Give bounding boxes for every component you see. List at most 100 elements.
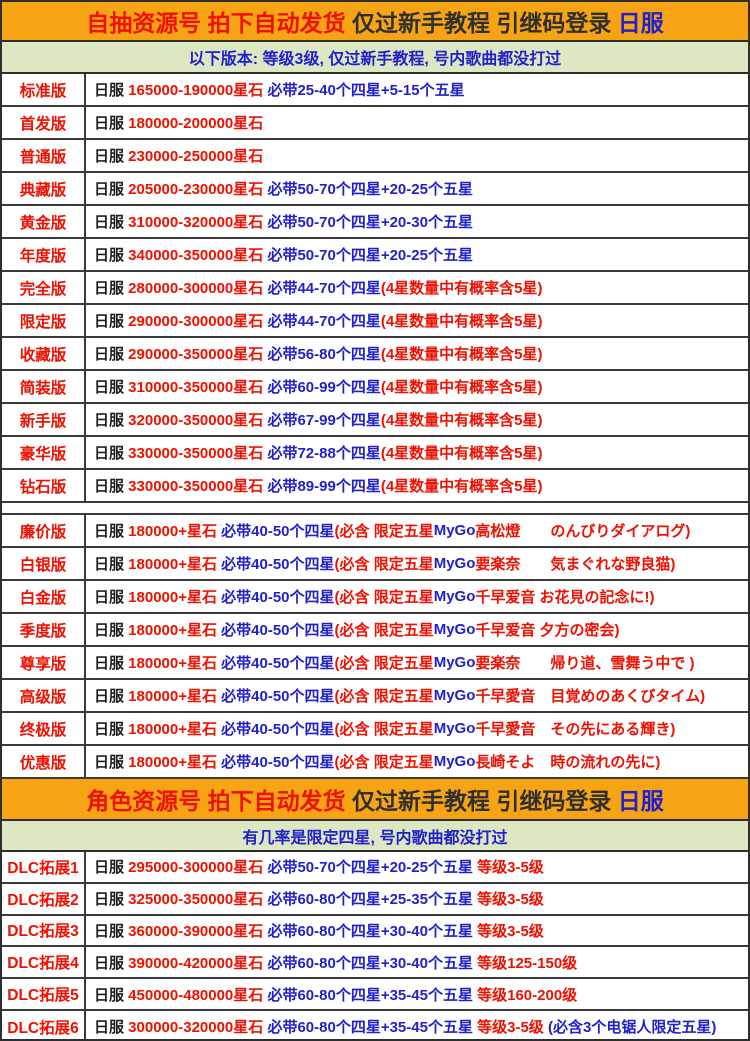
section-1-rows: 标准版 日服 165000-190000星石 必带25-40个四星+5-15个五星… bbox=[2, 74, 748, 779]
text-segment: 230000-250000星石 bbox=[128, 148, 264, 165]
text-segment: 日服 bbox=[94, 148, 129, 165]
text-segment: 必带44-70个四星 bbox=[267, 280, 381, 297]
text-segment: 日服 bbox=[94, 181, 129, 198]
text-segment: (4星数量中有概率含5星) bbox=[380, 280, 543, 297]
row-description: 日服 295000-300000星石 必带50-70个四星+20-25个五星 等… bbox=[86, 852, 748, 882]
text-segment: 必带89-99个四星 bbox=[267, 478, 381, 495]
row-description: 日服 325000-350000星石 必带60-80个四星+25-35个五星 等… bbox=[86, 884, 748, 914]
text-segment: 290000-300000星石 bbox=[128, 313, 268, 330]
text-segment: 295000-300000星石 bbox=[128, 859, 268, 877]
version-label: 典藏版 bbox=[2, 173, 86, 204]
version-label: 完全版 bbox=[2, 272, 86, 303]
text-segment: 日服 bbox=[94, 688, 129, 705]
text-segment: 仅过新手教程 引继码登录 bbox=[352, 10, 618, 36]
text-segment: 日服 bbox=[94, 115, 129, 132]
row-description: 日服 180000+星石 必带40-50个四星 (必含 限定五星 MyGo 要楽奈 帰… bbox=[86, 647, 748, 678]
text-segment: 日服 bbox=[94, 412, 129, 429]
section-1-subtitle: 以下版本: 等级3级, 仅过新手教程, 号内歌曲都没打过 bbox=[2, 42, 748, 74]
row-description: 日服 290000-350000星石 必带56-80个四星 (4星数量中有概率含5… bbox=[86, 338, 748, 369]
text-segment: (4星数量中有概率含5星) bbox=[380, 346, 543, 363]
version-label: 标准版 bbox=[2, 74, 86, 105]
row-description: 日服 320000-350000星石 必带67-99个四星 (4星数量中有概率含5… bbox=[86, 404, 748, 435]
text-segment: 千早愛音 目覚めのあくびタイム) bbox=[475, 688, 706, 705]
text-segment: 必带60-80个四星+25-35个五星 bbox=[267, 891, 478, 909]
text-segment: 必带40-50个四星 bbox=[221, 721, 335, 738]
text-segment: 必带40-50个四星 bbox=[221, 655, 335, 672]
text-segment: (必含 限定五星 bbox=[334, 622, 434, 639]
text-segment: 要楽奈 帰り道、雪舞う中で ) bbox=[475, 655, 695, 672]
text-segment: 日服 bbox=[94, 1019, 129, 1037]
row-description: 日服 450000-480000星石 必带60-80个四星+35-45个五星 等… bbox=[86, 979, 748, 1009]
table-row: 完全版 日服 280000-300000星石 必带44-70个四星 (4星数量中有概… bbox=[2, 272, 748, 305]
table-row: 普通版 日服 230000-250000星石 bbox=[2, 140, 748, 173]
row-description: 日服 310000-320000星石 必带50-70个四星+20-30个五星 bbox=[86, 206, 748, 237]
text-segment: 必带25-40个四星+5-15个五星 bbox=[267, 82, 465, 99]
text-segment: 日服 bbox=[94, 655, 129, 672]
table-row: 黄金版 日服 310000-320000星石 必带50-70个四星+20-30个五… bbox=[2, 206, 748, 239]
text-segment: 日服 bbox=[617, 10, 664, 36]
text-segment: 必带60-99个四星 bbox=[267, 379, 381, 396]
text-segment: 高松燈 のんびりダイアログ) bbox=[475, 523, 691, 540]
text-segment: 日服 bbox=[94, 721, 129, 738]
text-segment: 必带60-80个四星+35-45个五星 bbox=[267, 986, 478, 1004]
version-label: 年度版 bbox=[2, 239, 86, 270]
table-row: 白银版 日服 180000+星石 必带40-50个四星 (必含 限定五星 MyGo 要楽… bbox=[2, 548, 748, 581]
text-segment: 千早爱音 お花見の記念に!) bbox=[475, 589, 655, 606]
text-segment: 必带40-50个四星 bbox=[221, 589, 335, 606]
text-segment: 必带50-70个四星+20-30个五星 bbox=[267, 214, 473, 231]
table-row: 新手版 日服 320000-350000星石 必带67-99个四星 (4星数量中有概… bbox=[2, 404, 748, 437]
text-segment: 必带50-70个四星+20-25个五星 bbox=[267, 247, 473, 264]
text-segment: 等级3-5级 bbox=[477, 859, 544, 877]
text-segment: 仅过新手教程 引继码登录 bbox=[352, 788, 618, 814]
row-description: 日服 205000-230000星石 必带50-70个四星+20-25个五星 bbox=[86, 173, 748, 204]
row-description: 日服 390000-420000星石 必带60-80个四星+30-40个五星 等… bbox=[86, 947, 748, 977]
table-row: 尊享版 日服 180000+星石 必带40-50个四星 (必含 限定五星 MyGo 要楽… bbox=[2, 647, 748, 680]
section-character-accounts: 角色资源号 拍下自动发货 仅过新手教程 引继码登录 日服 有几率是限定四星, 号… bbox=[2, 779, 748, 1039]
version-label: DLC拓展1 bbox=[2, 852, 86, 882]
text-segment: 必带60-80个四星+30-40个五星 bbox=[267, 954, 478, 972]
table-row: DLC拓展4 日服 390000-420000星石 必带60-80个四星+30-4… bbox=[2, 947, 748, 980]
text-segment: (必含3个电锯人限定五星) bbox=[547, 1019, 717, 1037]
table-row: DLC拓展1 日服 295000-300000星石 必带50-70个四星+20-2… bbox=[2, 852, 748, 884]
table-row: 限定版 日服 290000-300000星石 必带44-70个四星 (4星数量中有概… bbox=[2, 305, 748, 338]
table-row: DLC拓展5 日服 450000-480000星石 必带60-80个四星+35-4… bbox=[2, 979, 748, 1011]
text-segment: (必含 限定五星 bbox=[334, 556, 434, 573]
text-segment: 300000-320000星石 bbox=[128, 1019, 268, 1037]
version-label: DLC拓展4 bbox=[2, 947, 86, 978]
text-segment: MyGo bbox=[433, 687, 476, 704]
text-segment: 必带50-70个四星+20-25个五星 bbox=[267, 859, 478, 877]
text-segment: 340000-350000星石 bbox=[128, 247, 268, 264]
table-row: 廉价版 日服 180000+星石 必带40-50个四星 (必含 限定五星 MyGo 高松… bbox=[2, 515, 748, 548]
row-description: 日服 180000+星石 必带40-50个四星 (必含 限定五星 MyGo 要楽奈 気… bbox=[86, 548, 748, 579]
version-label: 新手版 bbox=[2, 404, 86, 435]
text-segment: 320000-350000星石 bbox=[128, 412, 268, 429]
version-label: 首发版 bbox=[2, 107, 86, 138]
text-segment: 必带40-50个四星 bbox=[221, 754, 335, 771]
row-description: 日服 360000-390000星石 必带60-80个四星+30-40个五星 等… bbox=[86, 916, 748, 946]
text-segment: 330000-350000星石 bbox=[128, 478, 268, 495]
text-segment: 日服 bbox=[94, 214, 129, 231]
text-segment: 日服 bbox=[94, 954, 129, 972]
row-description: 日服 310000-350000星石 必带60-99个四星 (4星数量中有概率含5… bbox=[86, 371, 748, 402]
row-description: 日服 290000-300000星石 必带44-70个四星 (4星数量中有概率含5… bbox=[86, 305, 748, 336]
version-label: 限定版 bbox=[2, 305, 86, 336]
text-segment: 必带60-80个四星+35-45个五星 bbox=[267, 1019, 478, 1037]
text-segment: MyGo bbox=[433, 522, 476, 539]
table-row: 豪华版 日服 330000-350000星石 必带72-88个四星 (4星数量中有概… bbox=[2, 437, 748, 470]
text-segment: 180000+星石 bbox=[128, 688, 222, 705]
text-segment: 必带56-80个四星 bbox=[267, 346, 381, 363]
row-description: 日服 340000-350000星石 必带50-70个四星+20-25个五星 bbox=[86, 239, 748, 270]
text-segment: 等级3-5级 bbox=[477, 891, 544, 909]
table-row: 终极版 日服 180000+星石 必带40-50个四星 (必含 限定五星 MyGo 千早… bbox=[2, 713, 748, 746]
text-segment: 360000-390000星石 bbox=[128, 922, 268, 940]
version-label: DLC拓展5 bbox=[2, 979, 86, 1009]
table-row: DLC拓展2 日服 325000-350000星石 必带60-80个四星+25-3… bbox=[2, 883, 748, 916]
text-segment: MyGo bbox=[433, 753, 476, 770]
row-description: 日服 330000-350000星石 必带89-99个四星 (4星数量中有概率含5… bbox=[86, 470, 748, 501]
table-row: 首发版 日服 180000-200000星石 bbox=[2, 107, 748, 140]
version-label: 尊享版 bbox=[2, 647, 86, 678]
text-segment: 等级3-5级 bbox=[477, 1019, 548, 1037]
text-segment: 日服 bbox=[94, 82, 129, 99]
text-segment: 280000-300000星石 bbox=[128, 280, 268, 297]
